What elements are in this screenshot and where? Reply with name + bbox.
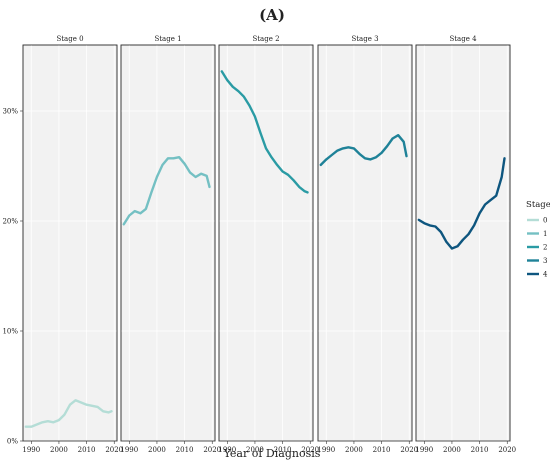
legend-label: 4 bbox=[543, 271, 548, 279]
panel-background bbox=[120, 44, 216, 442]
series-line-stage-4 bbox=[417, 157, 506, 250]
x-tick-label: 2010 bbox=[471, 446, 489, 454]
panel-border bbox=[22, 44, 118, 442]
panel-strip-label: Stage 4 bbox=[449, 35, 477, 43]
y-tick-label: 10% bbox=[2, 328, 18, 336]
legend-title: Stage bbox=[526, 200, 550, 210]
panel-border bbox=[120, 44, 216, 442]
panel-strip-label: Stage 2 bbox=[252, 35, 279, 43]
panel-2: Stage 2 1990 2000 2010 2020 bbox=[218, 35, 319, 454]
series-line-stage-2 bbox=[220, 70, 309, 194]
y-tick-label: 0% bbox=[7, 438, 18, 446]
series-line-stage-1 bbox=[122, 156, 211, 226]
x-tick-label: 2000 bbox=[443, 446, 461, 454]
x-tick-label: 2010 bbox=[274, 446, 292, 454]
panel-strip-label: Stage 0 bbox=[56, 35, 83, 43]
x-tick-label: 2020 bbox=[301, 446, 319, 454]
x-tick-label: 2000 bbox=[148, 446, 166, 454]
panel-0: Stage 0 1990 2000 2010 2020 bbox=[22, 35, 123, 454]
legend-label: 2 bbox=[543, 244, 547, 252]
panel-3: Stage 3 1990 2000 2010 2020 bbox=[317, 35, 418, 454]
x-tick-label: 2020 bbox=[400, 446, 418, 454]
panel-1: Stage 1 1990 2000 2010 2020 bbox=[120, 35, 221, 454]
panel-border bbox=[415, 44, 511, 442]
x-tick-label: 2000 bbox=[246, 446, 264, 454]
panel-4: Stage 4 1990 2000 2010 2020 bbox=[415, 35, 516, 454]
legend-label: 0 bbox=[543, 217, 547, 225]
series-line-stage-0 bbox=[24, 399, 113, 428]
panel-background bbox=[22, 44, 118, 442]
legend: Stage 0 1 2 3 4 bbox=[526, 200, 550, 279]
x-tick-label: 2000 bbox=[345, 446, 363, 454]
x-tick-label: 1990 bbox=[120, 446, 138, 454]
series-line-stage-3 bbox=[319, 134, 408, 167]
panel-strip-label: Stage 1 bbox=[154, 35, 181, 43]
x-tick-label: 1990 bbox=[415, 446, 433, 454]
panels-group: Stage 0 1990 2000 2010 2020 Stage 1 1990 2000 20… bbox=[22, 35, 516, 454]
legend-label: 1 bbox=[543, 230, 547, 238]
x-tick-label: 2000 bbox=[50, 446, 68, 454]
x-tick-label: 2010 bbox=[78, 446, 96, 454]
x-tick-label: 1990 bbox=[218, 446, 236, 454]
panel-border bbox=[317, 44, 413, 442]
x-tick-label: 2020 bbox=[498, 446, 516, 454]
panel-background bbox=[317, 44, 413, 442]
panel-border bbox=[218, 44, 314, 442]
x-tick-label: 1990 bbox=[317, 446, 335, 454]
x-tick-label: 2010 bbox=[176, 446, 194, 454]
panel-background bbox=[415, 44, 511, 442]
x-tick-label: 2020 bbox=[203, 446, 221, 454]
legend-label: 3 bbox=[543, 257, 547, 265]
y-axis: 0% 10% 20% 30% bbox=[2, 108, 23, 446]
x-tick-label: 2020 bbox=[105, 446, 123, 454]
x-tick-label: 2010 bbox=[373, 446, 391, 454]
y-tick-label: 20% bbox=[2, 218, 18, 226]
panel-background bbox=[218, 44, 314, 442]
panel-strip-label: Stage 3 bbox=[351, 35, 378, 43]
x-tick-label: 1990 bbox=[22, 446, 40, 454]
figure-label: (A) bbox=[259, 6, 285, 24]
y-tick-label: 30% bbox=[2, 108, 18, 116]
x-axis-title: Year of Diagnosis bbox=[223, 447, 321, 460]
